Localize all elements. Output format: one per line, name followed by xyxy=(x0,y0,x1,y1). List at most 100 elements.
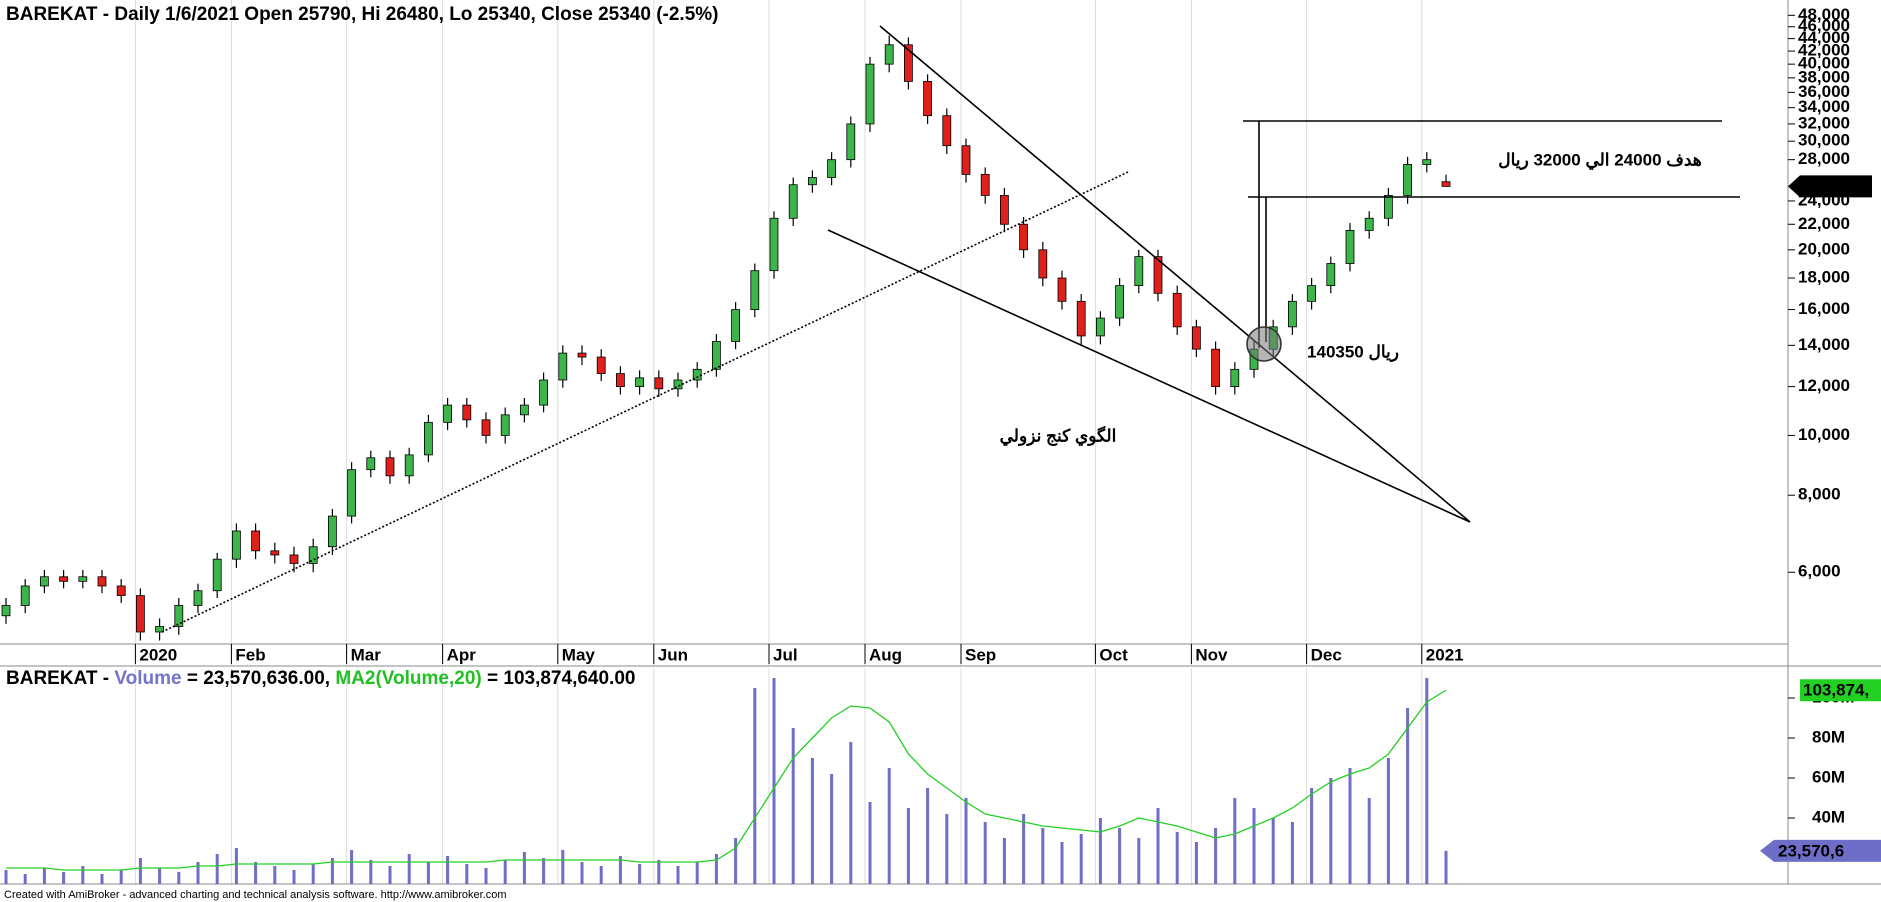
candle-body xyxy=(616,373,625,388)
volume-bar xyxy=(138,858,142,884)
volume-bar xyxy=(1233,798,1237,884)
volume-bar xyxy=(945,814,949,884)
volume-bar xyxy=(1271,818,1275,884)
legend-ma: MA2(Volume,20) xyxy=(335,668,481,689)
volume-bar xyxy=(292,870,296,884)
volume-bar xyxy=(1290,822,1294,884)
candle-body xyxy=(270,550,280,556)
annotation: الگوي كنج نزولي xyxy=(1000,425,1117,446)
candle-body xyxy=(59,576,68,582)
volume-bar xyxy=(676,866,680,884)
volume-bar xyxy=(1194,842,1198,884)
volume-bar xyxy=(350,850,354,884)
y-tick-label: 40,000 xyxy=(1798,54,1850,73)
candle-body xyxy=(577,352,587,358)
candle-body xyxy=(712,341,721,370)
y-tick-label: 48,000 xyxy=(1798,5,1850,24)
candle-body xyxy=(116,585,126,596)
volume-bar xyxy=(426,862,430,884)
candle-body xyxy=(1364,217,1374,231)
candle-body xyxy=(539,379,548,406)
volume-bar xyxy=(1079,834,1083,884)
volume-bar xyxy=(119,870,123,884)
candle-body xyxy=(1153,256,1163,294)
legend-volume: Volume xyxy=(114,668,181,689)
candle-body xyxy=(135,595,145,633)
volume-bar xyxy=(42,868,46,884)
volume-bar xyxy=(887,768,891,884)
x-tick-label: Oct xyxy=(1099,645,1128,664)
volume-bar xyxy=(599,866,603,884)
candle-body xyxy=(1000,195,1009,225)
y-tick-label: 80M xyxy=(1812,727,1845,746)
candle-body xyxy=(1422,159,1432,165)
volume-bar xyxy=(1329,778,1333,884)
volume-bar xyxy=(618,856,622,884)
y-tick-label: 10,000 xyxy=(1798,425,1850,444)
volume-bar xyxy=(1060,842,1064,884)
volume-bar xyxy=(1098,818,1102,884)
volume-bar xyxy=(734,838,738,884)
y-tick-label: 38,000 xyxy=(1798,67,1850,86)
candle-body xyxy=(1211,348,1220,388)
y-tick-label: 14,000 xyxy=(1798,335,1850,354)
volume-bar xyxy=(1041,828,1045,884)
candle-body xyxy=(423,421,433,456)
volume-bar xyxy=(81,866,85,884)
candle-body xyxy=(904,44,913,82)
x-tick-label: Aug xyxy=(869,645,902,664)
volume-bar xyxy=(446,856,450,884)
candle-body xyxy=(404,454,414,477)
ma-value: = 103,874,640.00 xyxy=(487,668,635,689)
x-tick-label: Nov xyxy=(1195,645,1228,664)
candle-body xyxy=(884,44,894,65)
candle-body xyxy=(1134,256,1144,286)
candle-body xyxy=(1057,277,1067,302)
candle-body xyxy=(1384,195,1393,219)
volume-bar xyxy=(311,864,315,884)
candle-body xyxy=(366,457,376,471)
annotation: ريال 140350 xyxy=(1307,342,1399,362)
volume-bar xyxy=(1425,678,1429,884)
candle-body xyxy=(40,576,49,587)
volume-bar xyxy=(791,728,795,884)
volume-bar xyxy=(1118,828,1122,884)
breakout-circle xyxy=(1246,326,1282,362)
x-tick-label: Apr xyxy=(447,645,477,664)
chart-title: BAREKAT - Daily 1/6/2021 Open 25790, Hi … xyxy=(6,4,719,25)
candle-body xyxy=(97,576,107,587)
x-tick-label: Dec xyxy=(1311,645,1342,664)
y-tick-label: 20,000 xyxy=(1798,239,1850,258)
candle-body xyxy=(1019,223,1028,251)
candle-body xyxy=(1076,300,1086,337)
candle-body xyxy=(654,377,664,390)
y-tick-label: 8,000 xyxy=(1798,485,1841,504)
candle-body xyxy=(1,605,11,617)
volume-bar xyxy=(273,866,277,884)
y-tick-label: 6,000 xyxy=(1798,562,1841,581)
candle-body xyxy=(500,414,510,436)
candle-body xyxy=(462,404,472,421)
volume-last-label: 23,570,6 xyxy=(1778,841,1844,860)
volume-bar xyxy=(1310,788,1314,884)
candle-body xyxy=(1403,164,1412,196)
candle-body xyxy=(942,115,952,147)
candle-body xyxy=(846,123,856,161)
candle-body xyxy=(1230,368,1240,388)
volume-bar xyxy=(753,688,757,884)
candle-body xyxy=(635,377,644,388)
last-price-box xyxy=(1788,175,1872,198)
last-price-label: 25,340 xyxy=(1810,177,1862,196)
candle-body xyxy=(1326,263,1336,286)
x-tick-label: Jun xyxy=(658,645,688,664)
volume-bar xyxy=(388,866,392,884)
volume-last-box xyxy=(1760,839,1881,862)
candle-body xyxy=(808,177,817,186)
y-tick-label: 42,000 xyxy=(1798,41,1850,60)
candle-body xyxy=(251,530,261,552)
candle-body xyxy=(731,309,740,342)
candle-body xyxy=(308,546,318,564)
volume-bar xyxy=(158,868,162,884)
candle-body xyxy=(673,379,683,390)
